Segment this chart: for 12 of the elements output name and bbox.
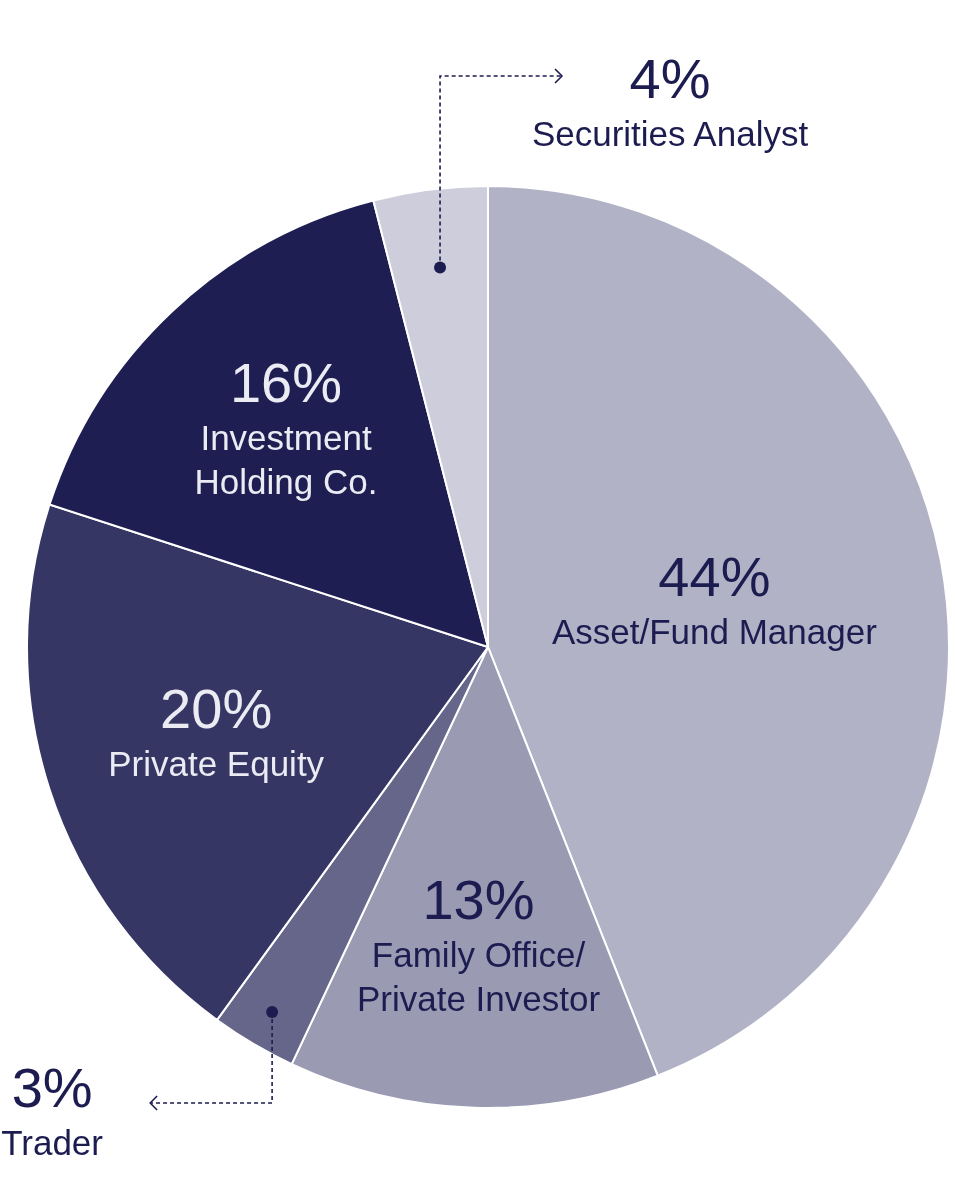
slice-label: Trader [1, 1123, 104, 1162]
slice-label: Securities Analyst [531, 114, 809, 153]
data-label: 44% [658, 545, 771, 609]
data-label: 20% [160, 676, 273, 740]
data-label: 3% [11, 1056, 93, 1119]
slice-label: Family Office/ Private Investor [356, 935, 601, 1019]
slice-label: Investment Holding Co. [194, 418, 378, 502]
slice-label: Private Equity [108, 743, 325, 783]
data-label: 16% [229, 351, 343, 415]
slice-label: Asset/Fund Manager [551, 612, 878, 652]
data-label: 4% [629, 47, 711, 110]
data-label: 13% [422, 868, 535, 932]
